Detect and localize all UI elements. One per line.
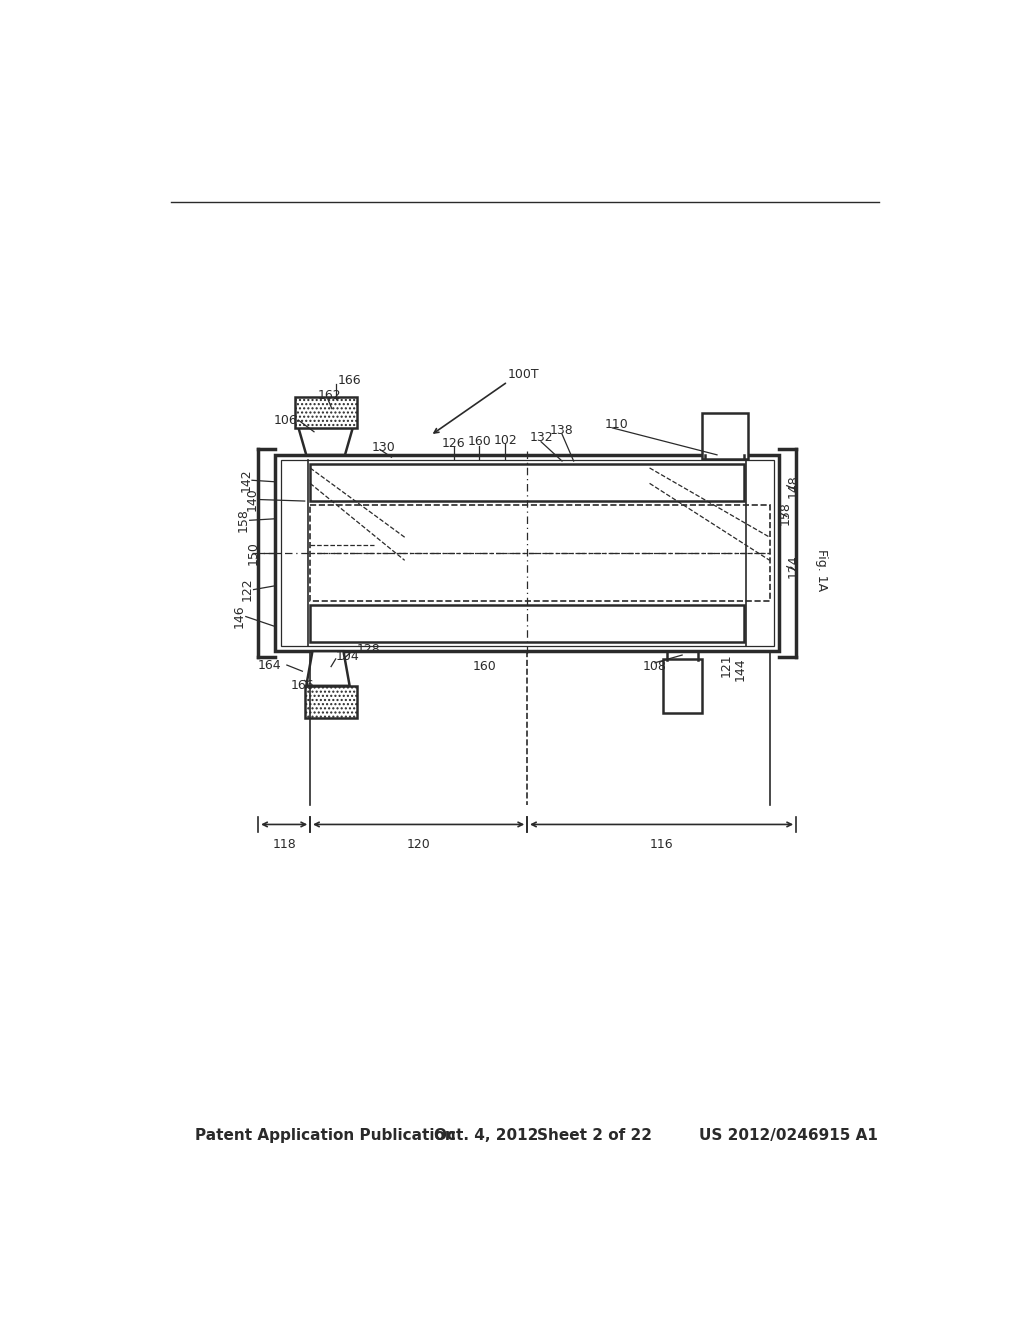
Polygon shape [306, 651, 349, 686]
Text: 138: 138 [550, 424, 573, 437]
Bar [310, 605, 744, 642]
Text: 120: 120 [407, 838, 430, 851]
Text: 146: 146 [232, 605, 246, 628]
Text: Patent Application Publication: Patent Application Publication [196, 1129, 457, 1143]
Text: 128: 128 [356, 643, 380, 656]
Bar [305, 686, 357, 718]
Text: 140: 140 [246, 487, 258, 511]
Bar [295, 397, 356, 428]
Polygon shape [299, 428, 352, 455]
Text: 166: 166 [291, 680, 314, 693]
Text: 130: 130 [372, 441, 396, 454]
Text: Oct. 4, 2012: Oct. 4, 2012 [433, 1129, 538, 1143]
Text: 106: 106 [273, 413, 297, 426]
Bar [275, 455, 779, 651]
Text: 132: 132 [529, 432, 553, 445]
Bar [310, 506, 770, 601]
Text: 166: 166 [337, 374, 360, 387]
Text: 164: 164 [258, 659, 282, 672]
Bar [305, 686, 357, 718]
Text: 104: 104 [336, 649, 359, 663]
Bar [295, 397, 356, 428]
Text: 144: 144 [734, 657, 746, 681]
Text: 162: 162 [317, 389, 341, 403]
Text: 158: 158 [778, 500, 792, 524]
Text: 100T: 100T [508, 367, 540, 380]
Bar [663, 659, 701, 713]
Text: 122: 122 [241, 578, 254, 602]
Text: US 2012/0246915 A1: US 2012/0246915 A1 [699, 1129, 879, 1143]
Text: Fig. 1A: Fig. 1A [815, 549, 828, 591]
Text: 118: 118 [272, 838, 296, 851]
Text: 160: 160 [467, 436, 490, 449]
Text: 148: 148 [786, 474, 800, 498]
Text: 110: 110 [604, 417, 628, 430]
Text: 158: 158 [237, 508, 249, 532]
Text: 142: 142 [240, 469, 252, 492]
Text: 121: 121 [720, 653, 733, 677]
Bar [701, 412, 748, 459]
Bar [310, 465, 744, 502]
Text: 126: 126 [441, 437, 465, 450]
Bar [281, 461, 308, 645]
Text: 124: 124 [786, 554, 800, 578]
Text: 150: 150 [247, 541, 260, 565]
Text: 160: 160 [473, 660, 497, 673]
Bar [281, 461, 773, 645]
Text: 102: 102 [494, 434, 517, 446]
Text: Sheet 2 of 22: Sheet 2 of 22 [537, 1129, 651, 1143]
Text: 108: 108 [643, 660, 667, 673]
Text: 116: 116 [650, 838, 674, 851]
